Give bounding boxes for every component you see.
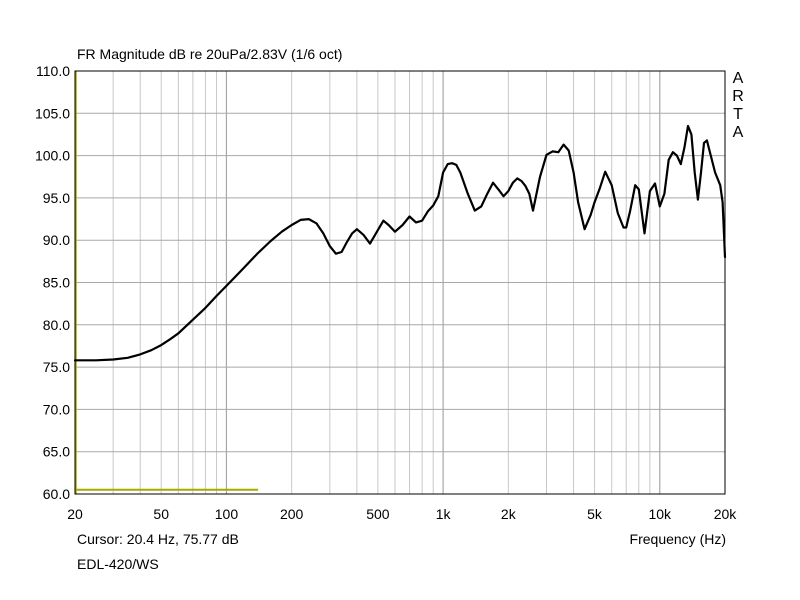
x-tick-label: 500	[366, 506, 390, 522]
chart-title: FR Magnitude dB re 20uPa/2.83V (1/6 oct)	[77, 46, 343, 62]
y-tick-label: 100.0	[35, 148, 70, 164]
x-tick-label: 20	[67, 506, 83, 522]
plot-frame	[74, 70, 726, 495]
major-grid	[75, 112, 725, 453]
y-tick-label: 105.0	[35, 105, 70, 121]
x-axis-label: Frequency (Hz)	[629, 531, 726, 547]
y-tick-label: 60.0	[43, 486, 70, 502]
device-label: EDL-420/WS	[77, 556, 159, 572]
y-tick-label: 80.0	[43, 317, 70, 333]
y-tick-label: 65.0	[43, 444, 70, 460]
x-tick-label: 5k	[587, 506, 603, 522]
brand-letter: A	[732, 70, 744, 87]
y-tick-label: 110.0	[36, 63, 70, 79]
arta-brand-label: A R T A	[731, 70, 745, 142]
y-tick-label: 70.0	[43, 401, 70, 417]
x-tick-label: 200	[280, 506, 304, 522]
cursor-marker[interactable]	[75, 71, 259, 494]
x-tick-label: 50	[153, 506, 169, 522]
x-axis-ticks: 20 50 100 200 500 1k 2k 5k 10k 20k	[67, 506, 737, 522]
x-tick-label: 10k	[648, 506, 672, 522]
cursor-readout: Cursor: 20.4 Hz, 75.77 dB	[77, 531, 239, 547]
y-tick-label: 85.0	[43, 275, 70, 291]
brand-letter: A	[732, 124, 744, 141]
x-tick-label: 2k	[501, 506, 517, 522]
series-group	[73, 124, 727, 362]
y-axis-ticks: 110.0 105.0 100.0 95.0 90.0 85.0 80.0 75.0 70.0 6…	[35, 63, 70, 502]
x-tick-label: 100	[215, 506, 239, 522]
frequency-response-curve	[73, 124, 727, 362]
x-tick-label: 1k	[436, 506, 452, 522]
y-tick-label: 90.0	[43, 232, 70, 248]
brand-letter: T	[733, 106, 743, 123]
brand-letter: R	[732, 88, 744, 105]
x-tick-label: 20k	[714, 506, 738, 522]
y-tick-label: 75.0	[43, 359, 70, 375]
y-tick-label: 95.0	[43, 190, 70, 206]
